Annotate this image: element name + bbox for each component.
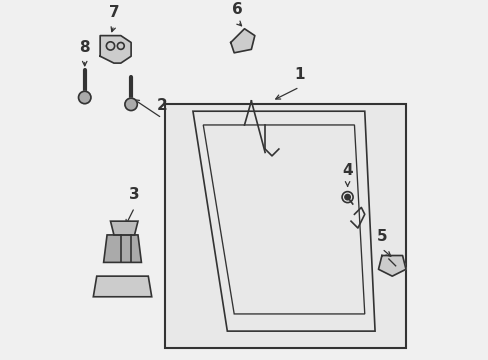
- Polygon shape: [93, 276, 151, 297]
- Text: 7: 7: [108, 5, 119, 20]
- FancyBboxPatch shape: [165, 104, 405, 348]
- Polygon shape: [110, 221, 138, 235]
- Polygon shape: [230, 29, 254, 53]
- Text: 8: 8: [79, 40, 90, 54]
- Polygon shape: [100, 36, 131, 63]
- Text: 1: 1: [294, 67, 304, 82]
- Text: 2: 2: [156, 98, 167, 113]
- Polygon shape: [378, 256, 405, 276]
- Text: 3: 3: [129, 187, 140, 202]
- Circle shape: [124, 98, 137, 111]
- Text: 6: 6: [232, 2, 243, 17]
- Polygon shape: [103, 235, 141, 262]
- Circle shape: [344, 194, 349, 200]
- Text: 4: 4: [342, 163, 352, 178]
- Text: 5: 5: [376, 229, 386, 243]
- Circle shape: [79, 91, 91, 104]
